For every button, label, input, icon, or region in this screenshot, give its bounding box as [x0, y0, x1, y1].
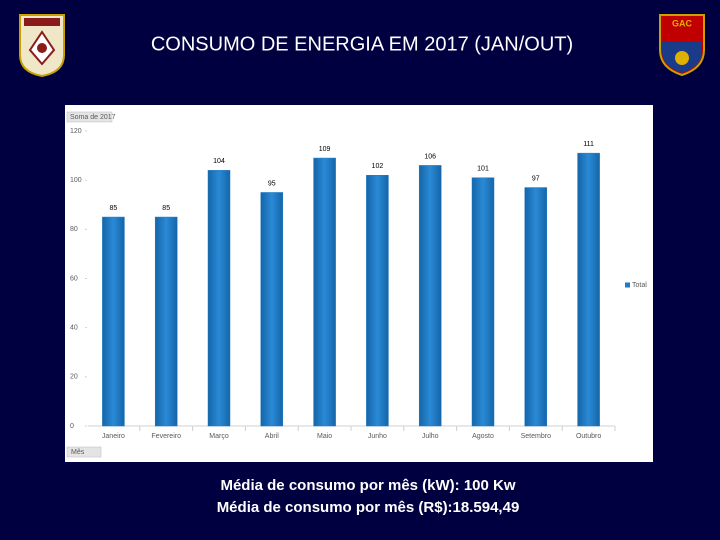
x-tick-label: Setembro — [521, 433, 551, 440]
value-label: 97 — [532, 175, 540, 182]
x-tick-label: Fevereiro — [151, 433, 181, 440]
y-tick-label: 120 — [70, 128, 82, 135]
bar — [577, 152, 600, 427]
bar — [418, 165, 442, 427]
x-tick-label: Agosto — [472, 433, 494, 440]
y-tick-label: 100 — [70, 177, 82, 184]
bar — [102, 216, 125, 427]
legend-swatch — [625, 282, 630, 288]
value-label: 95 — [268, 180, 276, 187]
x-tick-label: Abril — [265, 433, 279, 440]
chart-title: CONSUMO DE ENERGIA EM 2017 (JAN/OUT) — [151, 33, 573, 55]
bar — [366, 175, 389, 427]
x-tick-label: Maio — [317, 433, 332, 440]
y-tick-label: 40 — [70, 325, 78, 332]
x-tick-label: Março — [209, 433, 229, 440]
value-label: 102 — [372, 163, 384, 170]
category-field: Mês — [71, 449, 85, 456]
chart-panel — [65, 105, 653, 462]
emblem-text: GAC — [672, 18, 693, 28]
value-label: 101 — [477, 166, 489, 173]
y-tick-label: 80 — [70, 226, 78, 233]
value-label: 85 — [162, 205, 170, 212]
left-emblem — [19, 14, 65, 78]
x-tick-label: Outubro — [576, 433, 601, 440]
y-tick-label: 20 — [70, 374, 78, 381]
value-label: 104 — [213, 158, 225, 165]
bar — [524, 187, 548, 427]
footer-line: Média de consumo por mês (R$):18.594,49 — [217, 499, 520, 516]
value-field-button[interactable] — [66, 111, 113, 123]
bar — [260, 192, 284, 427]
bar — [207, 170, 231, 427]
y-tick-label: 60 — [70, 275, 78, 282]
footer-line: Média de consumo por mês (kW): 100 Kw — [220, 477, 515, 494]
legend-label: Total — [632, 282, 647, 289]
value-label: 85 — [110, 205, 118, 212]
bar — [471, 177, 495, 427]
category-field-button[interactable] — [66, 446, 102, 458]
value-label: 106 — [424, 153, 436, 160]
value-field: Soma de 2017 — [70, 114, 116, 121]
x-tick-label: Janeiro — [102, 433, 125, 440]
bar — [313, 157, 336, 427]
x-tick-label: Junho — [368, 433, 387, 440]
bar — [154, 216, 178, 427]
right-emblem: GAC — [659, 14, 705, 77]
value-label: 109 — [319, 146, 331, 153]
y-tick-label: 0 — [70, 423, 74, 430]
value-label: 111 — [583, 141, 594, 148]
x-tick-label: Julho — [422, 433, 439, 440]
